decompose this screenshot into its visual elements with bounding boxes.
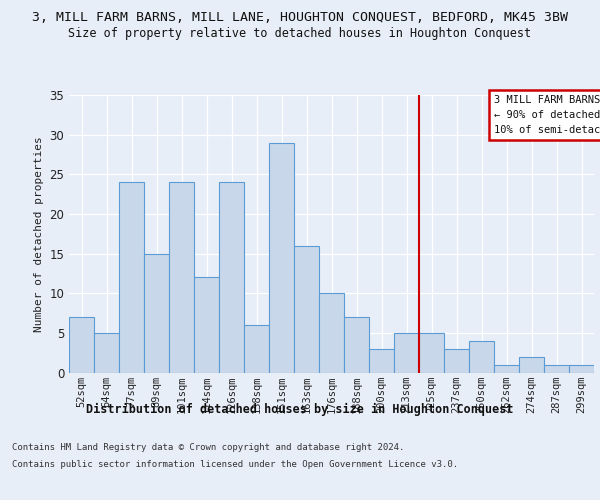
Text: Contains HM Land Registry data © Crown copyright and database right 2024.: Contains HM Land Registry data © Crown c… [12, 442, 404, 452]
Bar [194, 278, 219, 372]
Bar [394, 333, 419, 372]
Bar [544, 364, 569, 372]
Text: 3 MILL FARM BARNS MILL LANE: 215sqm
← 90% of detached houses are smaller (182)
1: 3 MILL FARM BARNS MILL LANE: 215sqm ← 90… [494, 95, 600, 134]
Bar [469, 341, 494, 372]
Bar [319, 293, 344, 372]
Text: 3, MILL FARM BARNS, MILL LANE, HOUGHTON CONQUEST, BEDFORD, MK45 3BW: 3, MILL FARM BARNS, MILL LANE, HOUGHTON … [32, 11, 568, 24]
Bar [519, 356, 544, 372]
Bar [69, 317, 94, 372]
Bar [219, 182, 244, 372]
Bar [294, 246, 319, 372]
Bar [119, 182, 144, 372]
Bar [419, 333, 444, 372]
Text: Distribution of detached houses by size in Houghton Conquest: Distribution of detached houses by size … [86, 402, 514, 415]
Bar [94, 333, 119, 372]
Text: Size of property relative to detached houses in Houghton Conquest: Size of property relative to detached ho… [68, 27, 532, 40]
Bar [344, 317, 369, 372]
Bar [144, 254, 169, 372]
Bar [569, 364, 594, 372]
Y-axis label: Number of detached properties: Number of detached properties [34, 136, 44, 332]
Bar [494, 364, 519, 372]
Bar [169, 182, 194, 372]
Bar [269, 142, 294, 372]
Text: Contains public sector information licensed under the Open Government Licence v3: Contains public sector information licen… [12, 460, 458, 469]
Bar [369, 348, 394, 372]
Bar [244, 325, 269, 372]
Bar [444, 348, 469, 372]
